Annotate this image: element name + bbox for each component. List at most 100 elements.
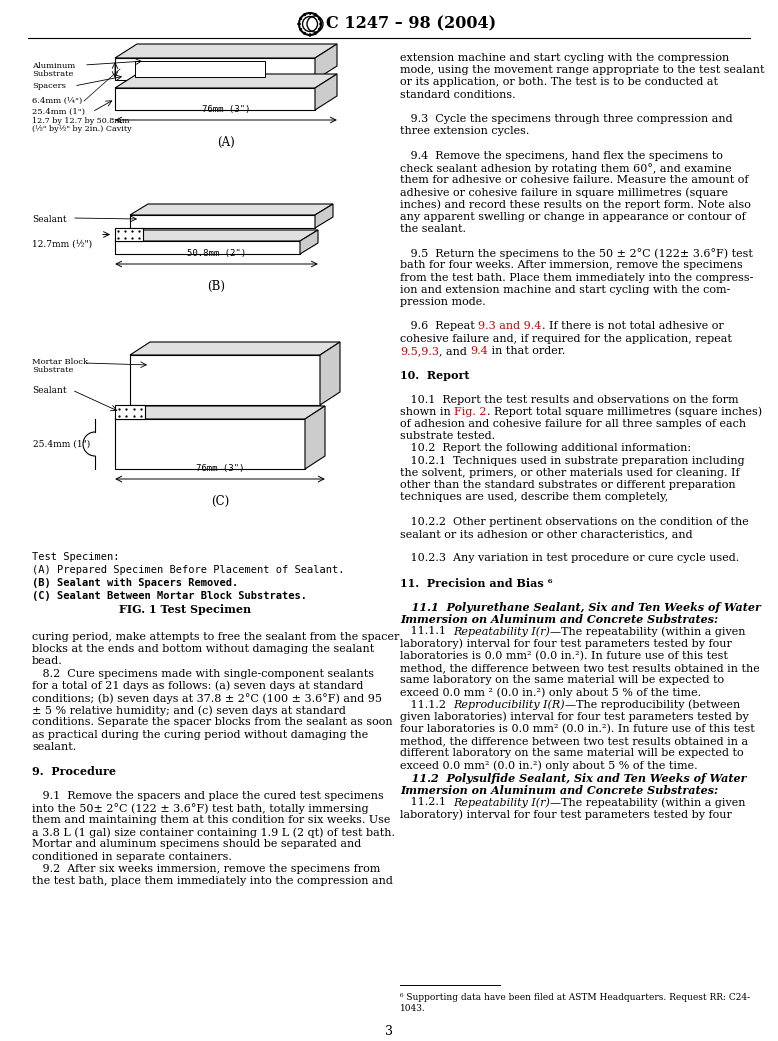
Text: them for adhesive or cohesive failure. Measure the amount of: them for adhesive or cohesive failure. M… [400,175,748,185]
Text: (C): (C) [211,496,230,508]
Polygon shape [315,204,333,228]
Text: . If there is not total adhesive or: . If there is not total adhesive or [541,322,724,331]
Bar [135,61,265,77]
Text: 9.3 and 9.4: 9.3 and 9.4 [478,322,541,331]
Text: conditions. Separate the spacer blocks from the sealant as soon: conditions. Separate the spacer blocks f… [32,717,393,728]
Text: 3: 3 [385,1025,393,1038]
Text: 76mm (3"): 76mm (3") [196,464,244,473]
Text: (C) Sealant Between Mortar Block Substrates.: (C) Sealant Between Mortar Block Substra… [32,591,307,601]
Text: method, the difference between two test results obtained in the: method, the difference between two test … [400,663,760,672]
Text: 9.5,9.3: 9.5,9.3 [400,346,439,356]
Text: the solvent, primers, or other materials used for cleaning. If: the solvent, primers, or other materials… [400,467,740,478]
Text: sealant or its adhesion or other characteristics, and: sealant or its adhesion or other charact… [400,529,692,539]
Text: 11.1.2: 11.1.2 [400,700,453,710]
Text: —The repeatability (within a given: —The repeatability (within a given [550,627,745,637]
Text: Test Specimen:: Test Specimen: [32,552,120,562]
Polygon shape [115,228,143,242]
Text: 10.2.2  Other pertinent observations on the condition of the: 10.2.2 Other pertinent observations on t… [400,516,748,527]
Polygon shape [305,406,325,469]
Text: 9.5  Return the specimens to the 50 ± 2°C (122± 3.6°F) test: 9.5 Return the specimens to the 50 ± 2°C… [400,248,753,259]
Text: 6.4mm (¼"): 6.4mm (¼") [32,97,82,105]
Text: 9.4: 9.4 [471,346,488,356]
Polygon shape [130,204,333,215]
Text: the sealant.: the sealant. [400,224,466,234]
Text: in that order.: in that order. [488,346,566,356]
Text: same laboratory on the same material will be expected to: same laboratory on the same material wil… [400,676,724,685]
Text: Reproducibility I(R): Reproducibility I(R) [453,700,565,710]
Text: adhesive or cohesive failure in square millimetres (square: adhesive or cohesive failure in square m… [400,187,728,198]
Text: 12.7mm (½"): 12.7mm (½") [32,240,92,249]
Text: —The reproducibility (between: —The reproducibility (between [565,700,740,710]
Text: substrate tested.: substrate tested. [400,431,495,441]
Text: 9.  Procedure: 9. Procedure [32,766,116,778]
Text: . Report total square millimetres (square inches): . Report total square millimetres (squar… [487,407,762,417]
Text: 25.4mm (1"): 25.4mm (1") [32,108,85,116]
Polygon shape [130,342,340,355]
Text: 11.  Precision and Bias ⁶: 11. Precision and Bias ⁶ [400,578,552,588]
Text: exceed 0.0 mm² (0.0 in.²) only about 5 % of the time.: exceed 0.0 mm² (0.0 in.²) only about 5 %… [400,761,698,771]
Text: other than the standard substrates or different preparation: other than the standard substrates or di… [400,480,736,490]
Text: three extension cycles.: three extension cycles. [400,126,529,136]
Text: laboratory) interval for four test parameters tested by four: laboratory) interval for four test param… [400,638,732,650]
Text: ⁶ Supporting data have been filed at ASTM Headquarters. Request RR: C24-: ⁶ Supporting data have been filed at AST… [400,993,750,1002]
Polygon shape [115,242,300,254]
Text: 11.1  Polyurethane Sealant, Six and Ten Weeks of Water: 11.1 Polyurethane Sealant, Six and Ten W… [400,602,761,613]
Text: blocks at the ends and bottom without damaging the sealant: blocks at the ends and bottom without da… [32,644,374,654]
Text: method, the difference between two test results obtained in a: method, the difference between two test … [400,736,748,746]
Polygon shape [315,44,337,80]
Text: 11.2.1: 11.2.1 [400,797,453,807]
Text: (A) Prepared Specimen Before Placement of Sealant.: (A) Prepared Specimen Before Placement o… [32,565,345,575]
Text: the test bath, place them immediately into the compression and: the test bath, place them immediately in… [32,875,393,886]
Text: 76mm (3"): 76mm (3") [202,105,251,115]
Text: 10.2.1  Techniques used in substrate preparation including: 10.2.1 Techniques used in substrate prep… [400,456,745,465]
Text: 9.6  Repeat: 9.6 Repeat [400,322,478,331]
Text: cohesive failure and, if required for the application, repeat: cohesive failure and, if required for th… [400,333,732,344]
Polygon shape [115,44,337,58]
Text: from the test bath. Place them immediately into the compress-: from the test bath. Place them immediate… [400,273,753,282]
Text: into the 50± 2°C (122 ± 3.6°F) test bath, totally immersing: into the 50± 2°C (122 ± 3.6°F) test bath… [32,803,369,814]
Text: 9.3  Cycle the specimens through three compression and: 9.3 Cycle the specimens through three co… [400,115,733,124]
Polygon shape [115,58,315,80]
Text: techniques are used, describe them completely,: techniques are used, describe them compl… [400,492,668,502]
Text: 8.2  Cure specimens made with single-component sealants: 8.2 Cure specimens made with single-comp… [32,668,374,679]
Text: ion and extension machine and start cycling with the com-: ion and extension machine and start cycl… [400,285,731,295]
Text: them and maintaining them at this condition for six weeks. Use: them and maintaining them at this condit… [32,815,391,826]
Text: laboratories is 0.0 mm² (0.0 in.²). In future use of this test: laboratories is 0.0 mm² (0.0 in.²). In f… [400,651,728,661]
Text: Repeatability I(r): Repeatability I(r) [453,627,550,637]
Text: 9.1  Remove the spacers and place the cured test specimens: 9.1 Remove the spacers and place the cur… [32,790,384,801]
Polygon shape [115,88,315,110]
Polygon shape [320,342,340,405]
Text: (A): (A) [217,136,235,149]
Text: (B) Sealant with Spacers Removed.: (B) Sealant with Spacers Removed. [32,578,238,588]
Text: shown in: shown in [400,407,454,416]
Text: 25.4mm (1"): 25.4mm (1") [33,439,90,449]
Text: 10.2  Report the following additional information:: 10.2 Report the following additional inf… [400,443,691,454]
Text: four laboratories is 0.0 mm² (0.0 in.²). In future use of this test: four laboratories is 0.0 mm² (0.0 in.²).… [400,723,755,734]
Text: given laboratories) interval for four test parameters tested by: given laboratories) interval for four te… [400,712,748,722]
Text: 11.1.1: 11.1.1 [400,627,453,636]
Polygon shape [300,230,318,254]
Polygon shape [115,405,145,418]
Text: extension machine and start cycling with the compression: extension machine and start cycling with… [400,53,729,64]
Text: as practical during the curing period without damaging the: as practical during the curing period wi… [32,730,368,739]
Text: bead.: bead. [32,657,63,666]
Text: sealant.: sealant. [32,742,76,752]
Polygon shape [130,215,315,228]
Text: conditions; (b) seven days at 37.8 ± 2°C (100 ± 3.6°F) and 95: conditions; (b) seven days at 37.8 ± 2°C… [32,693,382,704]
Text: Mortar Block: Mortar Block [32,358,88,366]
Text: conditioned in separate containers.: conditioned in separate containers. [32,852,232,862]
Text: 10.1  Report the test results and observations on the form: 10.1 Report the test results and observa… [400,395,738,405]
Text: Aluminum: Aluminum [32,62,75,70]
Polygon shape [115,74,337,88]
Text: C 1247 – 98 (2004): C 1247 – 98 (2004) [326,16,496,32]
Text: Substrate: Substrate [32,366,73,374]
Text: —The repeatability (within a given: —The repeatability (within a given [550,797,745,808]
Text: bath for four weeks. After immersion, remove the specimens: bath for four weeks. After immersion, re… [400,260,743,271]
Text: standard conditions.: standard conditions. [400,90,516,100]
Text: Sealant: Sealant [32,386,67,395]
Text: 10.2.3  Any variation in test procedure or cure cycle used.: 10.2.3 Any variation in test procedure o… [400,553,739,563]
Polygon shape [315,74,337,110]
Text: 12.7 by 12.7 by 50.8mm: 12.7 by 12.7 by 50.8mm [32,117,129,125]
Polygon shape [115,406,325,418]
Text: , and: , and [439,346,471,356]
